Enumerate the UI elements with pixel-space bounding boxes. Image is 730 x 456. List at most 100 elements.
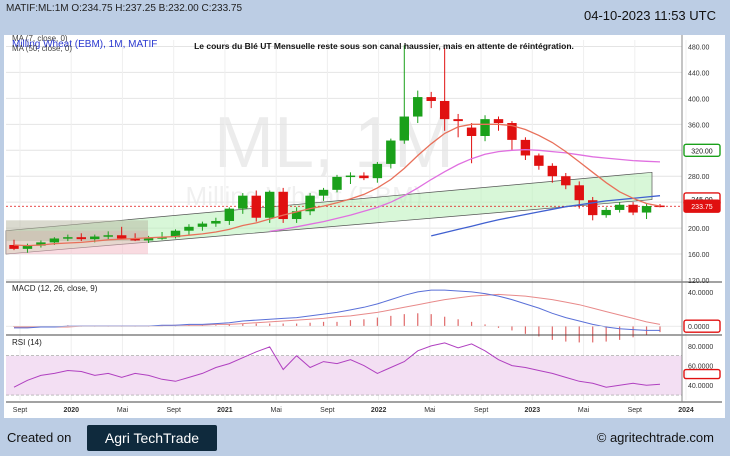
time-tick-label: 2021 <box>217 407 233 414</box>
macd-hist-bar <box>578 326 580 343</box>
candle-body <box>641 206 652 213</box>
macd-hist-bar <box>228 324 230 327</box>
macd-hist-bar <box>511 326 513 331</box>
macd-hist-bar <box>457 319 459 327</box>
candle-body <box>587 200 598 216</box>
price-tick-label: 400.00 <box>688 96 710 103</box>
candle-body <box>76 237 87 240</box>
price-tick-label: 160.00 <box>688 252 710 259</box>
macd-hist-bar <box>538 326 540 337</box>
candle-body <box>520 139 531 156</box>
rsi-tick-label: 80.0000 <box>688 344 713 351</box>
macd-hist-bar <box>215 325 217 327</box>
legend-ma7: MA (7, close, 0) <box>12 35 68 43</box>
brand-logo: Agri TechTrade <box>87 425 217 451</box>
candle-body <box>318 189 329 196</box>
legend-ma50: MA (50, close, 0) <box>12 44 72 53</box>
candle-body <box>399 116 410 141</box>
macd-hist-bar <box>242 323 244 327</box>
candle-body <box>211 220 221 224</box>
macd-hist-bar <box>309 322 311 327</box>
macd-hist-bar <box>470 321 473 327</box>
price-marker-box <box>683 199 721 213</box>
candle-body <box>386 140 396 164</box>
chart-svg[interactable]: ML, 1M Milling Wheat (EBM) 480.00440.004… <box>4 34 725 418</box>
rsi-line <box>13 342 661 388</box>
candle-body <box>251 195 261 218</box>
chart-title: Le cours du Blé UT Mensuelle reste sous … <box>194 41 574 51</box>
candle-body <box>184 226 194 231</box>
macd-hist-bar <box>592 326 594 343</box>
price-tick-label: 360.00 <box>688 122 710 129</box>
time-tick-label: Sept <box>166 407 180 414</box>
candle-body <box>9 244 19 249</box>
macd-hist-bar <box>632 326 634 338</box>
candle-body <box>332 176 342 190</box>
candle-body <box>278 191 288 220</box>
time-tick-label: Sept <box>13 407 27 414</box>
candle-body <box>601 209 611 216</box>
candle-body <box>628 204 638 213</box>
ma50-line <box>431 195 661 237</box>
candle-body <box>103 235 113 237</box>
candle-body <box>480 119 490 136</box>
price-tick-label: 440.00 <box>688 70 710 77</box>
macd-label: MACD (12, 26, close, 9) <box>12 284 98 293</box>
candle-body <box>130 238 140 241</box>
candle-body <box>170 230 181 238</box>
ma7-line <box>13 123 661 247</box>
macd-hist-bar <box>551 326 553 340</box>
macd-hist-bar <box>296 323 298 327</box>
candle-body <box>143 237 154 241</box>
chart-area[interactable]: ML, 1M Milling Wheat (EBM) 480.00 440.00 4… <box>4 34 725 418</box>
macd-hist-bar <box>417 313 419 327</box>
macd-hist-bar <box>403 314 405 327</box>
candle-body <box>574 185 584 201</box>
time-tick-label: Mai <box>271 407 283 414</box>
created-on-label: Created on <box>7 430 72 445</box>
candle-body <box>426 97 436 101</box>
candle-body <box>547 165 558 177</box>
price-tick-label: 480.00 <box>688 44 710 51</box>
candle-body <box>49 238 60 243</box>
datetime-label: 04-10-2023 11:53 UTC <box>583 8 716 23</box>
macd-hist-bar <box>322 321 325 327</box>
candle-body <box>614 204 625 210</box>
macd-hist-bar <box>497 326 500 328</box>
candle-body <box>90 236 100 240</box>
time-tick-label: Sept <box>628 407 642 414</box>
macd-hist-bar <box>484 324 486 327</box>
candle-body <box>345 175 356 178</box>
candle-body <box>413 97 423 117</box>
macd-hist-bar <box>282 323 284 327</box>
rsi-label: RSI (14) <box>12 338 42 347</box>
rsi-marker-box <box>683 368 721 380</box>
moving-averages <box>13 123 661 247</box>
candle-body <box>116 235 127 239</box>
macd-hist-bar <box>565 326 567 342</box>
candle-body <box>359 175 369 179</box>
candle-body <box>264 191 275 218</box>
candle-body <box>305 195 315 212</box>
candle-body <box>197 223 208 227</box>
macd-tick-label: 0.0000 <box>688 324 710 331</box>
ohlc-readout: MATIF:ML:1M O:234.75 H:237.25 B:232.00 C… <box>6 3 243 14</box>
candle-body <box>291 211 302 220</box>
candle-body <box>561 176 571 186</box>
candle-body <box>372 163 383 179</box>
macd-hist-bar <box>336 321 338 327</box>
time-tick-label: Sept <box>320 407 334 414</box>
macd-pane <box>6 289 682 343</box>
macd-hist-bar <box>390 315 392 327</box>
rsi-tick-label: 60.0000 <box>688 364 713 371</box>
candles <box>9 45 665 253</box>
ma20-line <box>269 148 661 233</box>
candle-body <box>63 237 73 239</box>
macd-tick-label: 40.0000 <box>688 290 713 297</box>
price-marker-label: 233.75 <box>691 204 713 211</box>
macd-hist-bar <box>444 316 446 327</box>
time-tick-label: 2020 <box>63 407 79 414</box>
footer-url[interactable]: © agritechtrade.com <box>596 430 714 445</box>
candle-body <box>655 205 665 208</box>
macd-hist-bar <box>605 326 607 342</box>
